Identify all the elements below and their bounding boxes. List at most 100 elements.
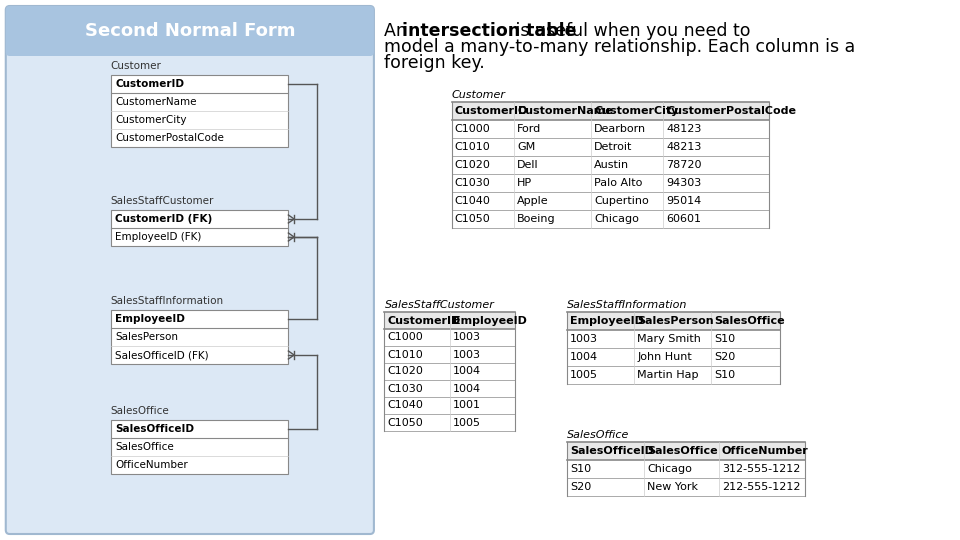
Text: GM: GM [517,142,536,152]
Text: is useful when you need to: is useful when you need to [511,22,751,40]
Text: 78720: 78720 [666,160,702,170]
Text: OfficeNumber: OfficeNumber [115,460,188,470]
Text: C1030: C1030 [388,383,423,394]
Text: Chicago: Chicago [594,214,639,224]
Text: 48213: 48213 [666,142,702,152]
Text: CustomerPostalCode: CustomerPostalCode [115,133,225,143]
Text: Palo Alto: Palo Alto [594,178,642,188]
Text: SalesOfficeID: SalesOfficeID [570,446,654,456]
Text: C1050: C1050 [388,417,423,428]
Text: EmployeeID: EmployeeID [115,314,185,324]
Bar [110,420,288,474]
Bar [452,156,769,174]
Bar [452,102,769,120]
Bar [384,380,516,397]
Text: OfficeNumber: OfficeNumber [722,446,808,456]
Text: Mary Smith: Mary Smith [637,334,701,344]
Text: EmployeeID: EmployeeID [453,315,527,326]
Text: EmployeeID: EmployeeID [570,316,644,326]
Text: Chicago: Chicago [647,464,692,474]
Bar [110,210,288,246]
Bar [384,397,516,414]
Bar [452,174,769,192]
Text: CustomerPostalCode: CustomerPostalCode [666,106,796,116]
Text: C1010: C1010 [455,142,491,152]
Text: 1004: 1004 [570,352,598,362]
Bar [567,478,805,496]
Text: SalesOffice: SalesOffice [567,430,630,440]
Text: SalesOffice: SalesOffice [110,406,169,416]
Bar [452,210,769,228]
Text: 1005: 1005 [570,370,598,380]
Text: CustomerID: CustomerID [115,79,184,89]
Text: 95014: 95014 [666,196,702,206]
Text: C1040: C1040 [388,401,423,410]
Text: An: An [384,22,413,40]
Text: Second Normal Form: Second Normal Form [84,22,295,40]
Bar [110,75,288,147]
Text: C1040: C1040 [455,196,491,206]
Bar [567,460,805,478]
Text: HP: HP [517,178,532,188]
Text: C1030: C1030 [455,178,491,188]
Text: CustomerCity: CustomerCity [594,106,679,116]
Text: CustomerID: CustomerID [388,315,461,326]
Text: SalesStaffInformation: SalesStaffInformation [110,296,224,306]
Text: John Hunt: John Hunt [637,352,692,362]
Text: SalesStaffInformation: SalesStaffInformation [567,300,687,310]
Text: Cupertino: Cupertino [594,196,649,206]
Text: intersection table: intersection table [402,22,576,40]
Text: 1003: 1003 [453,349,481,360]
Text: C1000: C1000 [388,333,423,342]
Text: S10: S10 [714,370,735,380]
Bar [452,192,769,210]
Text: New York: New York [647,482,698,492]
Text: SalesOffice: SalesOffice [714,316,784,326]
Text: Austin: Austin [594,160,629,170]
Text: SalesOfficeID (FK): SalesOfficeID (FK) [115,350,209,360]
Bar [384,363,516,380]
Text: 1005: 1005 [453,417,481,428]
Text: CustomerName: CustomerName [517,106,612,116]
Text: Detroit: Detroit [594,142,633,152]
Text: CustomerCity: CustomerCity [115,115,187,125]
Text: CustomerID: CustomerID [455,106,528,116]
Text: 1003: 1003 [570,334,598,344]
Text: 48123: 48123 [666,124,702,134]
Text: 212-555-1212: 212-555-1212 [722,482,801,492]
Text: SalesPerson: SalesPerson [637,316,714,326]
Text: 94303: 94303 [666,178,702,188]
Text: S20: S20 [570,482,591,492]
FancyBboxPatch shape [6,6,373,56]
Bar [567,330,780,348]
Text: CustomerID (FK): CustomerID (FK) [115,214,212,224]
Text: S10: S10 [570,464,591,474]
FancyBboxPatch shape [6,6,373,534]
Text: Martin Hap: Martin Hap [637,370,699,380]
Text: 312-555-1212: 312-555-1212 [722,464,801,474]
Text: model a many-to-many relationship. Each column is a: model a many-to-many relationship. Each … [384,38,855,56]
Text: C1020: C1020 [455,160,491,170]
Text: 1004: 1004 [453,383,481,394]
Text: SalesOfficeID: SalesOfficeID [115,424,194,434]
Bar [384,329,516,346]
Text: Dell: Dell [517,160,539,170]
Text: EmployeeID (FK): EmployeeID (FK) [115,232,202,242]
Text: 60601: 60601 [666,214,701,224]
Bar [567,366,780,384]
Bar [567,442,805,460]
Bar [567,312,780,330]
Bar [384,312,516,329]
Text: foreign key.: foreign key. [384,54,485,72]
Text: SalesStaffCustomer: SalesStaffCustomer [384,300,494,310]
Text: SalesOffice: SalesOffice [115,442,174,452]
Text: SalesStaffCustomer: SalesStaffCustomer [110,196,214,206]
Bar [567,348,780,366]
Text: Customer: Customer [452,90,506,100]
Text: 1001: 1001 [453,401,481,410]
Text: Apple: Apple [517,196,549,206]
Text: SalesPerson: SalesPerson [115,332,179,342]
Text: Ford: Ford [517,124,541,134]
Text: C1010: C1010 [388,349,423,360]
Text: S20: S20 [714,352,735,362]
